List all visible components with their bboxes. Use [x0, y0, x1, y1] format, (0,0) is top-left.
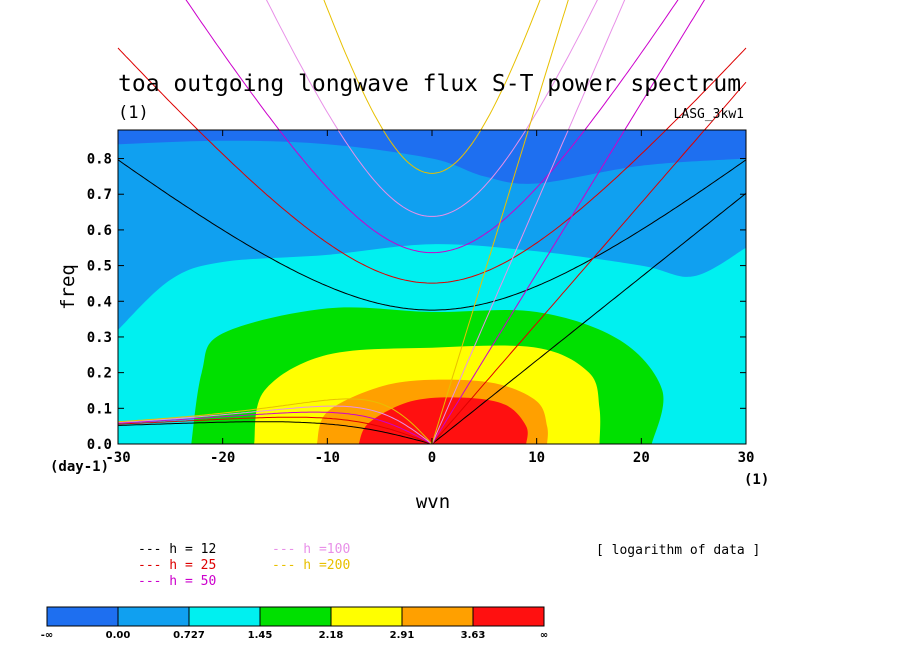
y-axis-label: freq [57, 264, 79, 310]
colorbar-swatch [330, 606, 403, 627]
colorbar-label: 3.63 [461, 630, 486, 641]
rossby-curve-200 [117, 398, 433, 445]
y-unit-label: (day-1) [50, 459, 109, 475]
x-tick-label: 10 [528, 450, 545, 466]
y-tick-label: 0.3 [87, 330, 112, 346]
legend-item: --- h =200 [272, 558, 350, 573]
colorbar-label: 2.18 [319, 630, 344, 641]
kelvin-curve-100 [431, 0, 626, 445]
x-unit-label: (1) [744, 472, 769, 488]
kelvin-curve-25 [431, 81, 747, 445]
x-axis-label: wvn [416, 491, 450, 513]
kelvin-curve-200 [431, 0, 569, 445]
colorbar-swatch [472, 606, 545, 627]
axes-layer: -30 -20 -10 0 10 20 30 0.0 0.1 0.2 0.3 0.4 0.5 0.6 0.7… [87, 130, 755, 466]
colorbar-swatch [46, 606, 119, 627]
y-tick-label: 0.4 [87, 294, 112, 310]
y-tick-label: 0.7 [87, 187, 112, 203]
y-tick-label: 0.0 [87, 437, 112, 453]
x-tick-label: -20 [210, 450, 235, 466]
curve-legend: --- h = 12--- h = 25--- h = 50 --- h =100… [138, 542, 350, 589]
colorbar-swatch [117, 606, 190, 627]
colorbar-label: ∞ [540, 630, 548, 641]
x-tick-label: 30 [738, 450, 755, 466]
dispersion-curves [117, 0, 747, 445]
colorbar-label: 1.45 [248, 630, 273, 641]
rossby-curve-25 [117, 416, 433, 445]
rossby-curve-12 [118, 421, 433, 445]
ig-curve-12 [117, 159, 747, 311]
x-tick-label: 0 [428, 450, 436, 466]
chart-title: toa outgoing longwave flux S-T power spe… [118, 71, 741, 97]
legend-item: --- h = 12 [138, 542, 216, 557]
kelvin-curve-50 [431, 0, 706, 445]
rossby-curve-100 [117, 405, 433, 445]
legend-item: --- h = 25 [138, 558, 216, 573]
colorbar-swatch [259, 606, 332, 627]
kelvin-curve-12 [431, 192, 747, 445]
ig-curve-100 [265, 0, 598, 217]
rossby-curve-50 [117, 411, 433, 445]
title-units: (1) [118, 103, 149, 123]
colorbar: -∞ 0.00 0.727 1.45 2.18 2.91 3.63 ∞ [41, 606, 548, 641]
colorbar-label: 0.727 [173, 630, 205, 641]
y-tick-label: 0.5 [87, 259, 112, 275]
colorbar-label: 0.00 [106, 630, 131, 641]
log-note: [ logarithm of data ] [596, 543, 760, 558]
x-tick-label: 20 [633, 450, 650, 466]
colorbar-swatch [401, 606, 474, 627]
ig-curve-50 [185, 0, 679, 254]
x-tick-label: -10 [315, 450, 340, 466]
colorbar-label: -∞ [41, 630, 53, 641]
legend-item: --- h = 50 [138, 574, 216, 589]
y-tick-label: 0.8 [87, 152, 112, 168]
ig-curve-200 [323, 0, 541, 174]
colorbar-swatch [188, 606, 261, 627]
y-tick-label: 0.1 [87, 401, 112, 417]
y-tick-label: 0.6 [87, 223, 112, 239]
colorbar-label: 2.91 [390, 630, 415, 641]
x-tick-label: -30 [105, 450, 130, 466]
model-label: LASG_3kw1 [674, 107, 744, 122]
legend-item: --- h =100 [272, 542, 350, 557]
contour-fill-layer [118, 130, 746, 444]
ig-curve-25 [117, 47, 747, 284]
y-tick-label: 0.2 [87, 366, 112, 382]
